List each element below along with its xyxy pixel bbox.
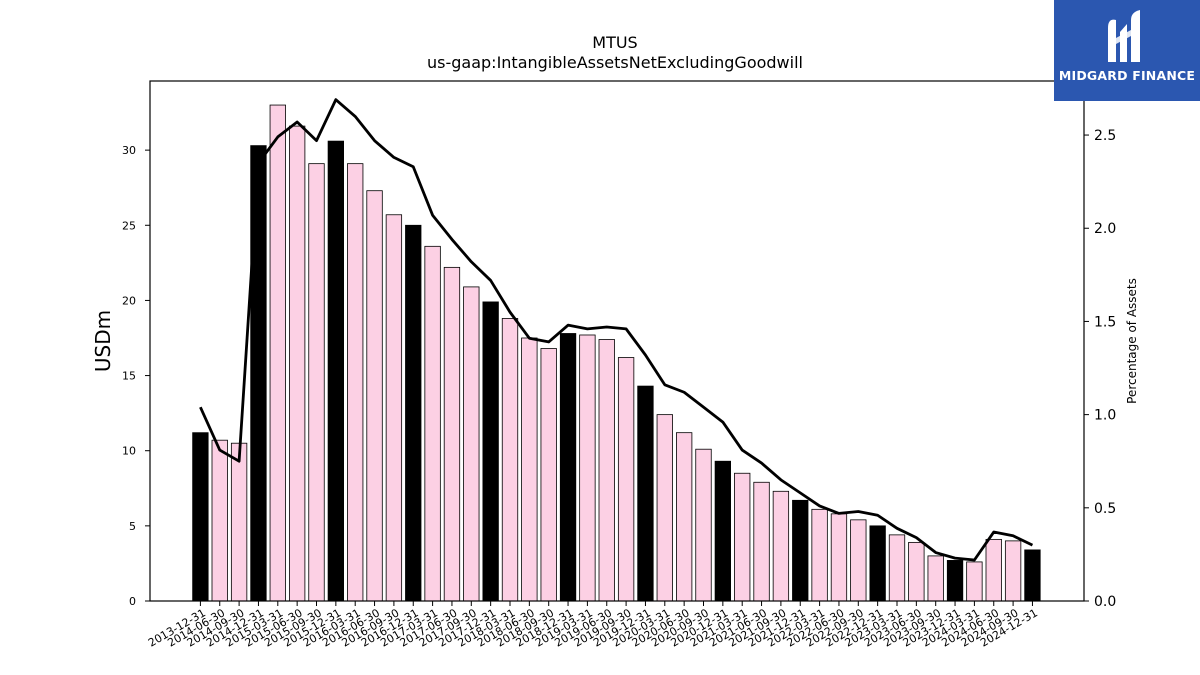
bar xyxy=(830,513,848,602)
bar xyxy=(482,301,499,602)
bar xyxy=(617,357,635,602)
bar xyxy=(869,525,886,602)
bar xyxy=(598,339,615,602)
y2-tick-label: 0.0 xyxy=(1094,594,1116,610)
bar xyxy=(772,490,790,602)
left-axis-ticks: 0 5 10 15 20 25 30 xyxy=(122,144,150,608)
y2-tick-label: 1.0 xyxy=(1094,408,1116,424)
bar xyxy=(676,432,693,602)
bar xyxy=(288,125,306,602)
bar xyxy=(424,245,441,602)
bar xyxy=(1024,549,1041,602)
midgard-finance-logo: MIDGARD FINANCE xyxy=(1054,0,1200,101)
y2-tick-label: 2.0 xyxy=(1094,221,1116,237)
bar xyxy=(463,286,480,602)
plot-frame xyxy=(149,80,1085,602)
y-tick-label: 0 xyxy=(129,595,136,608)
bar xyxy=(308,163,325,602)
right-axis-ticks: 0.0 0.5 1.0 1.5 2.0 2.5 xyxy=(1084,128,1116,610)
bar xyxy=(850,519,867,602)
bar xyxy=(269,104,286,602)
bar xyxy=(521,337,538,602)
bar xyxy=(366,190,383,602)
bar xyxy=(385,214,403,602)
chart-title: MTUS xyxy=(592,33,637,52)
y2-tick-label: 1.5 xyxy=(1094,314,1116,330)
bar xyxy=(540,348,557,602)
bar xyxy=(501,318,519,602)
bar xyxy=(946,560,964,602)
bar xyxy=(966,561,983,602)
y-tick-label: 10 xyxy=(122,445,136,458)
bar xyxy=(443,266,461,602)
bar xyxy=(985,538,1002,602)
bar xyxy=(734,472,751,602)
bar xyxy=(327,140,345,602)
bar xyxy=(250,145,267,602)
bar xyxy=(927,555,944,602)
chart-subtitle: us-gaap:IntangibleAssetsNetExcludingGood… xyxy=(427,53,803,72)
bar xyxy=(559,333,577,602)
y2-tick-label: 0.5 xyxy=(1094,501,1116,517)
bar xyxy=(888,534,906,602)
bar xyxy=(908,541,925,602)
bar xyxy=(347,163,364,602)
bar xyxy=(656,414,673,602)
bar xyxy=(792,499,809,602)
midgard-logo-icon xyxy=(1108,10,1140,62)
bar xyxy=(811,508,828,602)
y-tick-label: 15 xyxy=(122,370,136,383)
bar xyxy=(211,439,228,602)
bar xyxy=(579,334,596,602)
line-group xyxy=(199,98,1034,562)
y2-tick-label: 2.5 xyxy=(1094,128,1116,144)
bar xyxy=(192,432,209,602)
percentage-line xyxy=(199,98,1034,562)
y-axis-label: USDm xyxy=(91,310,115,372)
y-tick-label: 30 xyxy=(122,144,136,157)
y-tick-label: 5 xyxy=(129,520,136,533)
bar xyxy=(405,224,422,602)
x-axis-ticks: 2013-12-312014-06-302014-09-302014-12-31… xyxy=(146,601,1040,650)
bar xyxy=(695,448,712,602)
bar xyxy=(637,385,654,602)
bar-group xyxy=(192,104,1041,602)
bar xyxy=(1004,540,1022,602)
logo-text: MIDGARD FINANCE xyxy=(1058,68,1196,83)
y-tick-label: 20 xyxy=(122,294,136,307)
y2-axis-label: Percentage of Assets xyxy=(1125,278,1139,404)
bar xyxy=(714,460,731,602)
bar xyxy=(753,481,770,602)
y-tick-label: 25 xyxy=(122,219,136,232)
bar xyxy=(230,442,248,602)
